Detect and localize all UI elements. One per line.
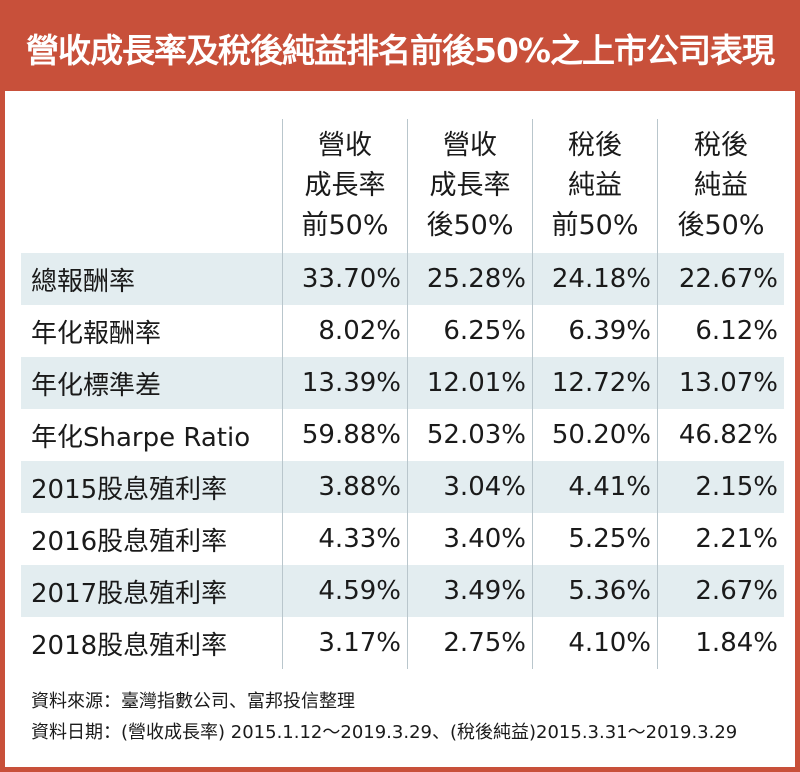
table-cell: 4.41% (532, 461, 657, 513)
table-cell: 2.75% (407, 617, 532, 669)
column-header-line: 成長率 (304, 170, 386, 201)
page-title: 營收成長率及稅後純益排名前後50%之上市公司表現 (26, 31, 775, 70)
table-cell: 8.02% (282, 305, 407, 357)
table-cell: 12.72% (532, 357, 657, 409)
table-cell: 6.25% (407, 305, 532, 357)
table-cell: 2.15% (657, 461, 784, 513)
table-cell: 3.40% (407, 513, 532, 565)
table-cell: 5.25% (532, 513, 657, 565)
table-row: 年化報酬率 8.02% 6.25% 6.39% 6.12% (21, 305, 784, 357)
data-table: 營收 成長率 前50% 營收 成長率 後50% 稅後 純益 前50% 稅後 純益… (21, 119, 784, 669)
column-header-line: 純益 (568, 170, 622, 201)
row-label: 2016股息殖利率 (31, 526, 228, 557)
table-row: 年化Sharpe Ratio 59.88% 52.03% 50.20% 46.8… (21, 409, 784, 461)
table-cell: 24.18% (532, 253, 657, 305)
column-header: 營收 成長率 後50% (407, 119, 532, 253)
column-header-line: 營收 (443, 130, 497, 161)
table-cell: 4.59% (282, 565, 407, 617)
table-cell: 46.82% (657, 409, 784, 461)
table-cell: 5.36% (532, 565, 657, 617)
column-header-line: 前50% (551, 210, 639, 241)
row-label: 年化報酬率 (31, 318, 162, 349)
table-row: 2016股息殖利率 4.33% 3.40% 5.25% 2.21% (21, 513, 784, 565)
column-header-line: 稅後 (694, 130, 748, 161)
table-cell: 6.12% (657, 305, 784, 357)
table-cell: 22.67% (657, 253, 784, 305)
table-row: 2015股息殖利率 3.88% 3.04% 4.41% 2.15% (21, 461, 784, 513)
table-row: 2017股息殖利率 4.59% 3.49% 5.36% 2.67% (21, 565, 784, 617)
column-header-line: 純益 (694, 170, 748, 201)
title-bar: 營收成長率及稅後純益排名前後50%之上市公司表現 (5, 5, 795, 91)
column-header-line: 稅後 (568, 130, 622, 161)
table-cell: 50.20% (532, 409, 657, 461)
table-header-row: 營收 成長率 前50% 營收 成長率 後50% 稅後 純益 前50% 稅後 純益… (21, 119, 784, 253)
table-cell: 3.04% (407, 461, 532, 513)
column-header-line: 後50% (426, 210, 514, 241)
table-cell: 59.88% (282, 409, 407, 461)
row-label: 年化標準差 (31, 370, 162, 401)
table-cell: 52.03% (407, 409, 532, 461)
column-header: 稅後 純益 前50% (532, 119, 657, 253)
table-cell: 2.21% (657, 513, 784, 565)
table-cell: 33.70% (282, 253, 407, 305)
column-header: 營收 成長率 前50% (282, 119, 407, 253)
header-corner (21, 119, 282, 253)
table-cell: 4.33% (282, 513, 407, 565)
table-cell: 3.49% (407, 565, 532, 617)
row-label: 年化Sharpe Ratio (31, 422, 251, 453)
source-note: 資料來源：臺灣指數公司、富邦投信整理 (31, 691, 355, 712)
column-header-line: 營收 (318, 130, 372, 161)
row-label: 2018股息殖利率 (31, 630, 228, 661)
table-cell: 2.67% (657, 565, 784, 617)
date-note: 資料日期：(營收成長率) 2015.1.12～2019.3.29、(稅後純益)2… (31, 722, 738, 743)
table-cell: 1.84% (657, 617, 784, 669)
table-cell: 25.28% (407, 253, 532, 305)
table-cell: 3.17% (282, 617, 407, 669)
table-cell: 12.01% (407, 357, 532, 409)
row-label: 2015股息殖利率 (31, 474, 228, 505)
table-cell: 6.39% (532, 305, 657, 357)
row-label: 2017股息殖利率 (31, 578, 228, 609)
column-header-line: 後50% (677, 210, 765, 241)
table-cell: 4.10% (532, 617, 657, 669)
table-cell: 13.07% (657, 357, 784, 409)
table-row: 總報酬率 33.70% 25.28% 24.18% 22.67% (21, 253, 784, 305)
column-header-line: 成長率 (429, 170, 511, 201)
table-cell: 13.39% (282, 357, 407, 409)
table-row: 2018股息殖利率 3.17% 2.75% 4.10% 1.84% (21, 617, 784, 669)
table-cell: 3.88% (282, 461, 407, 513)
column-header-line: 前50% (301, 210, 389, 241)
column-header: 稅後 純益 後50% (657, 119, 784, 253)
row-label: 總報酬率 (31, 266, 136, 297)
table-row: 年化標準差 13.39% 12.01% 12.72% 13.07% (21, 357, 784, 409)
footnotes: 資料來源：臺灣指數公司、富邦投信整理 資料日期：(營收成長率) 2015.1.1… (5, 673, 795, 767)
